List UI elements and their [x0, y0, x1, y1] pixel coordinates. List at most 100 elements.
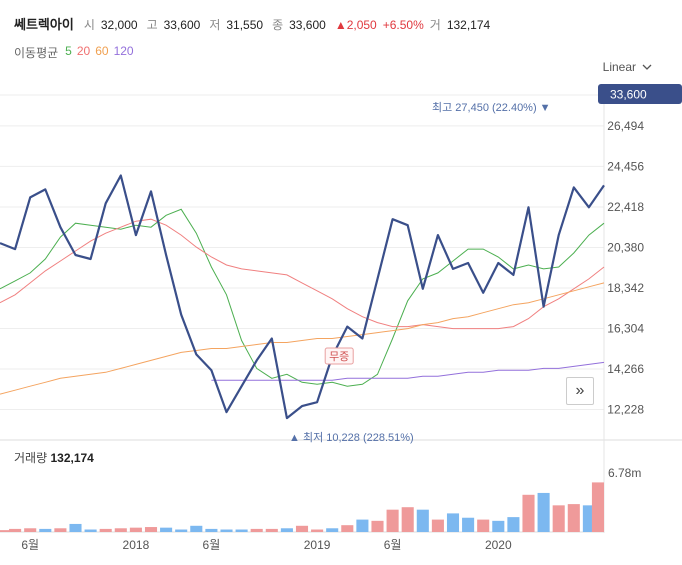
ma-title: 이동평균 [14, 46, 59, 60]
volume-bar [431, 519, 444, 532]
last-price-label: 33,600 [610, 88, 647, 102]
close-value: 33,600 [289, 18, 326, 32]
moving-average-legend: 이동평균 5 20 60 120 [14, 44, 134, 61]
volume-bar [220, 529, 233, 532]
ma-120-label[interactable]: 120 [113, 44, 134, 58]
volume-bar [175, 529, 188, 532]
bonus-issue-marker: 무증 [324, 347, 354, 365]
volume-bar [160, 527, 173, 532]
ma-60-label[interactable]: 60 [95, 44, 109, 58]
volume-bar [371, 520, 384, 532]
high-value: 33,600 [163, 18, 201, 32]
volume-bar [311, 529, 324, 532]
price-tick-label: 20,380 [607, 240, 644, 254]
chevron-down-icon [642, 64, 652, 70]
volume-label: 거 [429, 18, 441, 32]
scale-dropdown[interactable]: Linear [603, 60, 652, 74]
volume-bar [507, 517, 520, 532]
date-tick-label: 6월 [384, 538, 402, 552]
volume-bar [39, 528, 52, 532]
volume-bar [522, 494, 535, 532]
change-percent: +6.50% [382, 18, 424, 32]
volume-panel-title: 거래량 132,174 [14, 449, 94, 466]
price-line-group [0, 174, 605, 420]
bonus-issue-box [324, 347, 354, 365]
volume-bar [477, 519, 490, 532]
price-tick-label: 26,494 [607, 119, 644, 133]
volume-panel-value: 132,174 [50, 451, 94, 465]
double-chevron-right-icon: » [575, 382, 585, 399]
ma-120-line [211, 361, 605, 381]
bonus-issue-label: 무증 [329, 350, 349, 363]
ma-20-line [0, 218, 605, 330]
volume-bars: 6.78m [0, 466, 641, 532]
date-axis-labels: 6월 2018 6월 2019 6월 2020 [21, 538, 512, 552]
volume-panel-label: 거래량 [14, 451, 48, 465]
volume-bar [235, 529, 248, 532]
date-tick-label: 2020 [485, 538, 512, 552]
volume-bar [265, 528, 278, 532]
volume-bar [401, 507, 414, 532]
ma-5-label[interactable]: 5 [65, 44, 72, 58]
price-tick-label: 18,342 [607, 281, 644, 295]
volume-bar [205, 528, 218, 532]
scale-dropdown-label: Linear [602, 60, 636, 74]
ma-20-label[interactable]: 20 [76, 44, 91, 58]
low-label: 저 [209, 18, 221, 32]
volume-bar [250, 528, 263, 532]
change-value: ▲2,050 [334, 18, 377, 32]
date-tick-label: 2018 [123, 538, 150, 552]
volume-bar [84, 529, 97, 532]
stock-name: 쎄트렉아이 [14, 17, 74, 32]
chart-annotations: 최고 27,450 (22.40%) ▼ ▲ 최저 10,228 (228.51%… [289, 101, 551, 444]
price-tick-label: 22,418 [607, 200, 644, 214]
volume-bar [492, 520, 505, 532]
price-tick-label: 12,228 [607, 403, 644, 417]
moving-average-lines [0, 208, 605, 395]
high-label: 고 [146, 18, 158, 32]
volume-bar [326, 528, 339, 532]
volume-bar [462, 517, 475, 532]
open-value: 32,000 [100, 18, 138, 32]
price-line [0, 174, 605, 420]
volume-bar [416, 509, 429, 532]
volume-bar [356, 519, 369, 532]
volume-bar [295, 525, 309, 532]
volume-bar [24, 528, 37, 532]
quote-header: 쎄트렉아이 시 32,000 고 33,600 저 31,550 종 33,60… [14, 14, 493, 36]
price-tick-label: 14,266 [607, 362, 644, 376]
volume-bar [9, 528, 22, 532]
volume-bar [537, 492, 550, 532]
volume-value: 132,174 [446, 18, 491, 32]
price-tick-label: 24,456 [607, 159, 644, 173]
volume-bar [129, 527, 142, 532]
volume-bar [567, 504, 580, 532]
price-tick-label: 16,304 [607, 322, 644, 336]
low-value: 31,550 [226, 18, 264, 32]
volume-bar [341, 525, 354, 532]
price-axis-labels: 12,228 14,266 16,304 18,342 20,380 22,418 24,4… [598, 84, 682, 417]
volume-bar [144, 527, 158, 532]
date-tick-label: 2019 [304, 538, 331, 552]
volume-bar [190, 525, 203, 532]
volume-bar [446, 513, 460, 532]
volume-bar [114, 528, 127, 532]
close-label: 종 [272, 18, 284, 32]
volume-bar [386, 509, 399, 532]
all-time-low-label: ▲ 최저 10,228 (228.51%) [289, 431, 414, 444]
ma-5-line [0, 208, 605, 387]
open-label: 시 [83, 18, 95, 32]
ma-60-line [0, 282, 605, 395]
volume-bar [54, 528, 67, 532]
volume-bar [591, 482, 604, 532]
last-price-box [598, 84, 682, 104]
all-time-high-label: 최고 27,450 (22.40%) ▼ [432, 101, 551, 114]
date-tick-label: 6월 [203, 538, 221, 552]
volume-bar [552, 505, 565, 532]
price-gridlines [0, 90, 682, 533]
scroll-to-latest-button[interactable]: » [566, 377, 594, 405]
volume-bar [69, 523, 82, 532]
date-tick-label: 6월 [21, 538, 39, 552]
last-price-tag: 33,600 [598, 84, 682, 104]
